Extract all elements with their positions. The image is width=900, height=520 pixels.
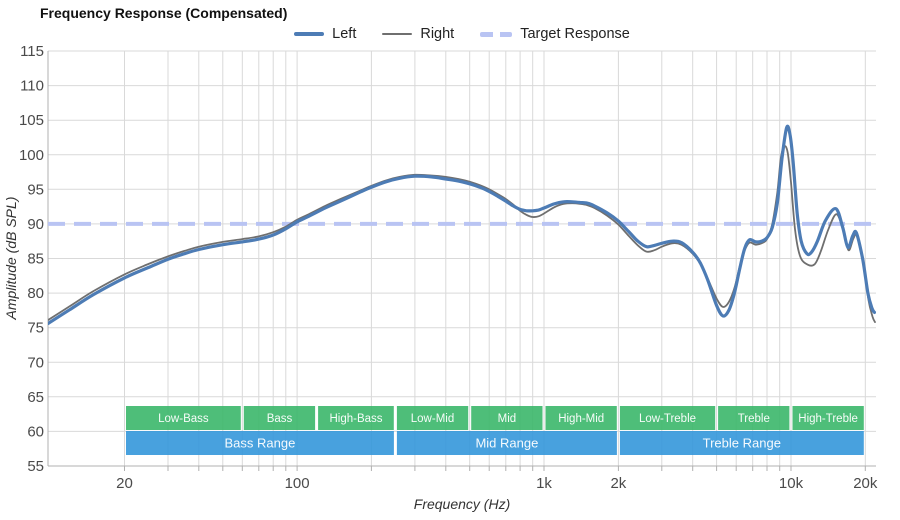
band-high-bass bbox=[318, 406, 394, 430]
band-label: Bass Range bbox=[224, 436, 295, 451]
band-label: Low-Treble bbox=[639, 413, 696, 425]
y-tick-label: 85 bbox=[27, 251, 44, 268]
y-tick-label: 70 bbox=[27, 354, 44, 371]
band-treble-range bbox=[619, 431, 864, 455]
axes bbox=[47, 51, 876, 471]
band-low-bass bbox=[126, 406, 241, 430]
x-tick-label: 2k bbox=[610, 475, 626, 492]
frequency-bands: Low-Bass Bass High-Bass Low-Mid Mid High-Mid L… bbox=[126, 406, 864, 455]
x-tick-labels: 20 100 1k 2k 10k 20k bbox=[116, 475, 878, 492]
right-line-swatch-icon bbox=[382, 33, 413, 35]
band-mid-range bbox=[396, 431, 617, 455]
legend-target-label: Target Response bbox=[520, 26, 630, 42]
y-tick-label: 75 bbox=[27, 320, 44, 337]
legend-item-left: Left bbox=[294, 26, 356, 42]
band-high-treble bbox=[792, 406, 864, 430]
y-tick-label: 105 bbox=[19, 112, 44, 129]
band-label: Treble bbox=[738, 413, 770, 425]
y-tick-label: 100 bbox=[19, 147, 44, 164]
x-axis-title: Frequency (Hz) bbox=[413, 496, 511, 512]
curves bbox=[48, 124, 876, 326]
x-tick-label: 100 bbox=[285, 475, 310, 492]
band-label: Low-Mid bbox=[411, 413, 454, 425]
x-tick-label: 10k bbox=[779, 475, 804, 492]
y-tick-label: 90 bbox=[27, 216, 44, 233]
x-tick-label: 1k bbox=[536, 475, 552, 492]
band-label: Bass bbox=[267, 413, 293, 425]
band-mid bbox=[471, 406, 543, 430]
band-label: Low-Bass bbox=[158, 413, 209, 425]
y-tick-label: 115 bbox=[20, 43, 44, 60]
band-label: Treble Range bbox=[703, 436, 781, 451]
band-label: Mid Range bbox=[475, 436, 538, 451]
y-tick-label: 65 bbox=[27, 389, 44, 406]
chart-title: Frequency Response (Compensated) bbox=[40, 5, 288, 21]
band-low-mid bbox=[396, 406, 469, 430]
x-tick-label: 20k bbox=[853, 475, 878, 492]
x-tick-label: 20 bbox=[116, 475, 133, 492]
band-low-treble bbox=[619, 406, 716, 430]
y-axis-title: Amplitude (dB SPL) bbox=[3, 196, 19, 320]
band-bass bbox=[243, 406, 316, 430]
legend-right-label: Right bbox=[420, 26, 455, 42]
curve-right bbox=[48, 145, 876, 323]
curve-left bbox=[48, 124, 876, 326]
legend-left-label: Left bbox=[332, 26, 357, 42]
band-label: High-Treble bbox=[798, 413, 858, 425]
band-label: Mid bbox=[498, 413, 517, 425]
y-tick-label: 60 bbox=[27, 423, 44, 440]
y-tick-labels: 115 110 105 100 95 90 85 80 75 70 65 60 55 bbox=[19, 43, 44, 475]
legend: Left Right Target Response bbox=[48, 26, 876, 42]
y-tick-label: 95 bbox=[27, 181, 44, 198]
band-label: High-Bass bbox=[329, 413, 382, 425]
band-treble bbox=[718, 406, 790, 430]
target-line-swatch-icon bbox=[480, 31, 513, 37]
y-tick-label: 110 bbox=[20, 78, 44, 95]
band-label: High-Mid bbox=[558, 413, 604, 425]
y-tick-label: 55 bbox=[27, 458, 44, 475]
legend-item-right: Right bbox=[382, 26, 454, 42]
legend-item-target: Target Response bbox=[480, 26, 630, 42]
left-line-swatch-icon bbox=[294, 32, 325, 36]
y-tick-label: 80 bbox=[27, 285, 44, 302]
band-bass-range bbox=[126, 431, 394, 455]
band-high-mid bbox=[545, 406, 617, 430]
